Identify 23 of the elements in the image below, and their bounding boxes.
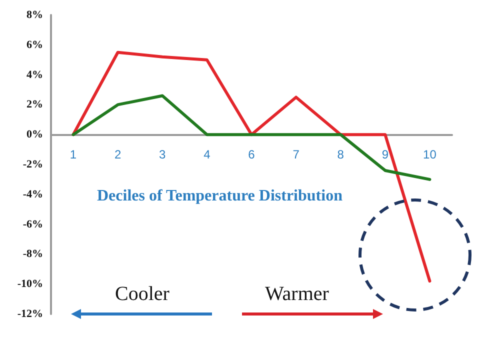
x-tick-label: 4: [204, 148, 211, 162]
y-tick-label: 0%: [26, 128, 43, 141]
y-tick-label: -4%: [22, 188, 43, 200]
y-tick-label: -8%: [22, 248, 43, 260]
x-tick-label: 7: [292, 148, 300, 162]
y-tick-label: 6%: [26, 38, 43, 51]
x-tick-label: 2: [114, 148, 122, 162]
x-tick-label: 1: [70, 148, 77, 162]
x-tick-label: 6: [248, 148, 256, 162]
x-tick-label: 8: [337, 148, 344, 162]
y-tick-label: 4%: [26, 68, 43, 81]
y-tick-label: -12%: [17, 308, 43, 320]
x-tick-label: 9: [382, 148, 389, 162]
y-tick-label: -10%: [17, 278, 43, 290]
y-tick-label: 2%: [26, 98, 43, 111]
y-tick-label: 8%: [26, 9, 43, 21]
x-axis-title: Deciles of Temperature Distribution: [97, 188, 343, 204]
annotation: Warmer: [265, 283, 330, 305]
y-tick-label: -6%: [22, 218, 43, 230]
y-tick-label: -2%: [22, 158, 43, 170]
x-tick-label: 10: [423, 148, 437, 162]
x-tick-label: 3: [159, 148, 166, 162]
annotation: Cooler: [115, 283, 170, 305]
